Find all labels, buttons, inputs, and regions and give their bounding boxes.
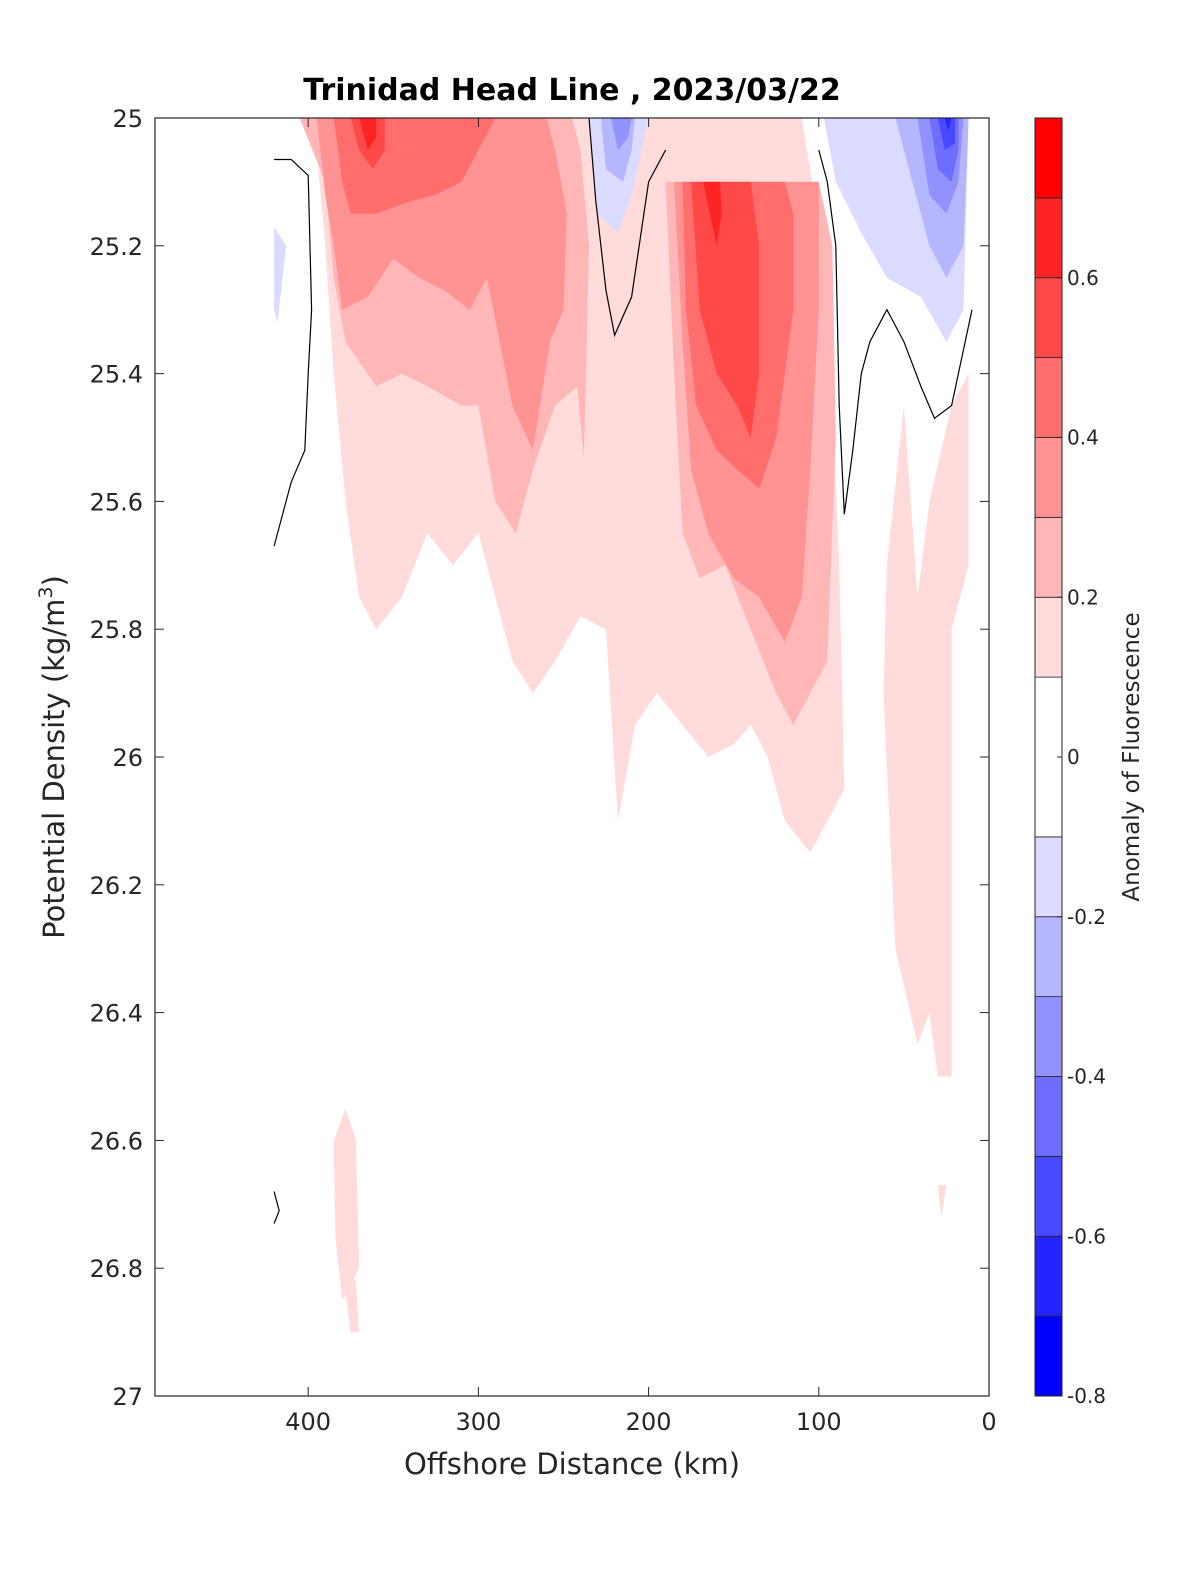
colorbar-tick-label: -0.6 — [1067, 1224, 1106, 1248]
contour-region-3 — [342, 1268, 360, 1333]
y-tick-label: 27 — [112, 1383, 143, 1411]
contour-region-24 — [944, 118, 952, 131]
y-axis: 25 25.2 25.4 25.6 25.8 26 26.2 26.4 26.6 26.8 27 — [90, 105, 989, 1411]
zero-contour-line-3 — [273, 1191, 280, 1224]
contour-region-23 — [937, 118, 955, 150]
y-tick-label: 25 — [112, 105, 143, 133]
x-axis: 400 300 200 100 0 — [285, 118, 997, 1436]
colorbar-segment — [1034, 117, 1063, 199]
colorbar-segment — [1034, 516, 1063, 598]
x-tick-label: 100 — [796, 1408, 842, 1436]
colorbar-segment — [1034, 596, 1063, 678]
colorbar-tick-label: 0 — [1067, 745, 1080, 769]
colorbar-segment — [1034, 437, 1063, 518]
colorbar-segment — [1034, 1235, 1063, 1317]
colorbar: 0.6 0.4 0.2 0 -0.2 -0.4 -0.6 -0.8 — [1034, 117, 1106, 1408]
contour-region-4 — [937, 1185, 947, 1218]
colorbar-tick-label: -0.8 — [1067, 1384, 1106, 1408]
x-tick-label: 0 — [981, 1408, 996, 1436]
colorbar-segment — [1034, 1076, 1063, 1157]
contour-region-20 — [611, 118, 632, 150]
y-axis-label-main: Potential Density (kg/m — [37, 599, 71, 939]
y-tick-label: 25.8 — [90, 616, 143, 644]
colorbar-segment — [1034, 197, 1063, 279]
colorbar-tick-label: 0.4 — [1067, 426, 1099, 450]
y-tick-label: 26.8 — [90, 1255, 143, 1283]
y-axis-label: Potential Density (kg/m3) — [35, 575, 71, 939]
colorbar-segment — [1034, 836, 1063, 918]
colorbar-segment — [1034, 916, 1063, 998]
y-tick-label: 25.2 — [90, 233, 143, 261]
contour-fill-layer — [274, 118, 969, 1333]
y-tick-label: 25.6 — [90, 488, 143, 516]
x-tick-label: 300 — [455, 1408, 501, 1436]
colorbar-label: Anomaly of Fluorescence — [1119, 612, 1145, 901]
y-tick-label: 26.2 — [90, 872, 143, 900]
zero-contour-layer — [273, 118, 973, 1224]
zero-contour-line-2 — [818, 149, 973, 515]
colorbar-segment — [1034, 277, 1063, 359]
colorbar-tick-label: -0.2 — [1067, 905, 1106, 929]
y-tick-label: 26.4 — [90, 1000, 143, 1028]
chart-title: Trinidad Head Line , 2023/03/22 — [303, 73, 840, 108]
y-axis-label-superscript: 3 — [35, 586, 57, 598]
x-axis-label: Offshore Distance (km) — [404, 1447, 740, 1481]
colorbar-tick-label: 0.6 — [1067, 266, 1099, 290]
contour-region-13 — [359, 118, 377, 150]
colorbar-tick-label: -0.4 — [1067, 1065, 1106, 1089]
colorbar-segment — [1034, 1155, 1063, 1237]
colorbar-segment — [1034, 1315, 1063, 1397]
contour-region-1 — [883, 373, 969, 1077]
y-tick-label: 26 — [112, 744, 143, 772]
colorbar-segment — [1034, 996, 1063, 1077]
contour-region-2 — [333, 1108, 360, 1301]
y-tick-label: 25.4 — [90, 361, 143, 389]
x-tick-label: 400 — [285, 1408, 331, 1436]
colorbar-segment — [1034, 357, 1063, 438]
zero-contour-line-1 — [588, 118, 667, 338]
contour-region-14 — [703, 181, 722, 246]
zero-contour-line-0 — [273, 158, 313, 547]
contour-region-17 — [274, 226, 287, 323]
y-tick-label: 26.6 — [90, 1127, 143, 1155]
colorbar-tick-label: 0.2 — [1067, 585, 1099, 609]
x-tick-label: 200 — [626, 1408, 672, 1436]
contour-region-11 — [691, 181, 760, 438]
y-axis-label-close: ) — [37, 575, 71, 586]
